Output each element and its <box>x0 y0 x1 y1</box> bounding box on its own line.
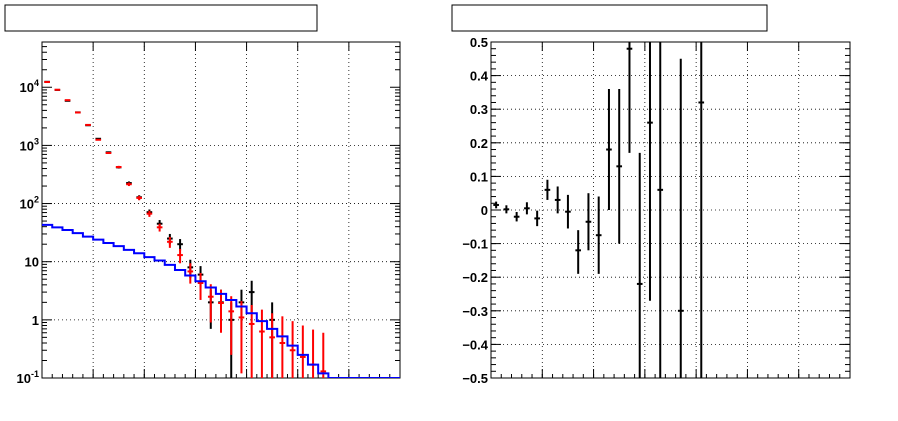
data-point <box>228 296 235 355</box>
data-layer <box>42 80 400 378</box>
data-point <box>524 202 530 215</box>
data-point <box>146 210 153 217</box>
data-point <box>187 263 194 284</box>
data-point <box>279 316 286 378</box>
data-point <box>534 210 540 227</box>
counts-panel: 10-1 1 10 102 103 104 <box>4 4 401 386</box>
y-tick-label: 10 <box>25 255 39 270</box>
plot-frame <box>490 41 851 379</box>
data-point <box>595 196 602 274</box>
y-tick-label: 0.5 <box>470 35 488 50</box>
data-point <box>167 236 173 248</box>
data-point <box>503 205 510 214</box>
y-tick-label: 1 <box>32 313 39 328</box>
y-tick-label: 103 <box>20 136 39 153</box>
data-point <box>320 332 327 378</box>
data-point <box>54 88 61 91</box>
y-tick-label: −0.4 <box>462 337 488 352</box>
data-point <box>218 289 224 333</box>
y-tick-label: 10-1 <box>17 369 39 386</box>
y-tick-label: 102 <box>20 195 39 212</box>
data-point <box>289 321 296 378</box>
data-point <box>677 58 684 378</box>
data-point <box>95 138 102 141</box>
data-point <box>513 212 520 222</box>
data-point <box>300 325 306 378</box>
data-point <box>85 123 91 126</box>
residual-panel: −0.5 −0.4 −0.3 −0.2 −0.1 0 0.1 0.2 0.3 0.4 0.5 <box>451 4 851 386</box>
y-tick-label: −0.3 <box>462 304 488 319</box>
data-point <box>698 42 705 378</box>
y-tick-label: 0 <box>481 203 488 218</box>
data-point <box>647 42 653 301</box>
data-point <box>606 89 612 210</box>
data-point <box>575 230 582 274</box>
data-point <box>636 152 643 378</box>
data-point <box>626 42 633 153</box>
data-point <box>74 111 81 114</box>
data-layer <box>493 42 705 378</box>
y-tick-label: 0.1 <box>470 169 488 184</box>
data-point <box>136 195 142 201</box>
data-point <box>156 223 163 232</box>
data-point <box>657 42 664 378</box>
y-tick-label: 0.4 <box>470 69 489 84</box>
data-point <box>565 194 571 229</box>
data-point <box>585 193 592 251</box>
y-tick-label: −0.5 <box>462 371 488 386</box>
y-tick-label: −0.2 <box>462 270 488 285</box>
data-point <box>64 99 71 102</box>
data-point <box>238 301 245 374</box>
data-point <box>177 239 183 251</box>
data-point <box>126 182 132 187</box>
data-point <box>105 152 112 155</box>
data-point <box>554 186 561 214</box>
data-point <box>197 272 204 300</box>
y-tick-label: 0.3 <box>470 102 488 117</box>
y-tick-label: 104 <box>20 78 39 95</box>
data-point <box>616 89 623 244</box>
title-box <box>4 4 318 32</box>
y-tick-label: 0.2 <box>470 136 488 151</box>
data-point <box>207 284 214 323</box>
title-box <box>451 4 768 32</box>
data-point <box>248 305 255 378</box>
data-point <box>177 248 183 264</box>
data-point <box>269 313 275 378</box>
data-point <box>493 201 499 209</box>
model-step-line <box>42 223 400 378</box>
y-tick-label: −0.1 <box>462 237 488 252</box>
data-point <box>544 179 551 200</box>
data-point <box>115 165 122 169</box>
